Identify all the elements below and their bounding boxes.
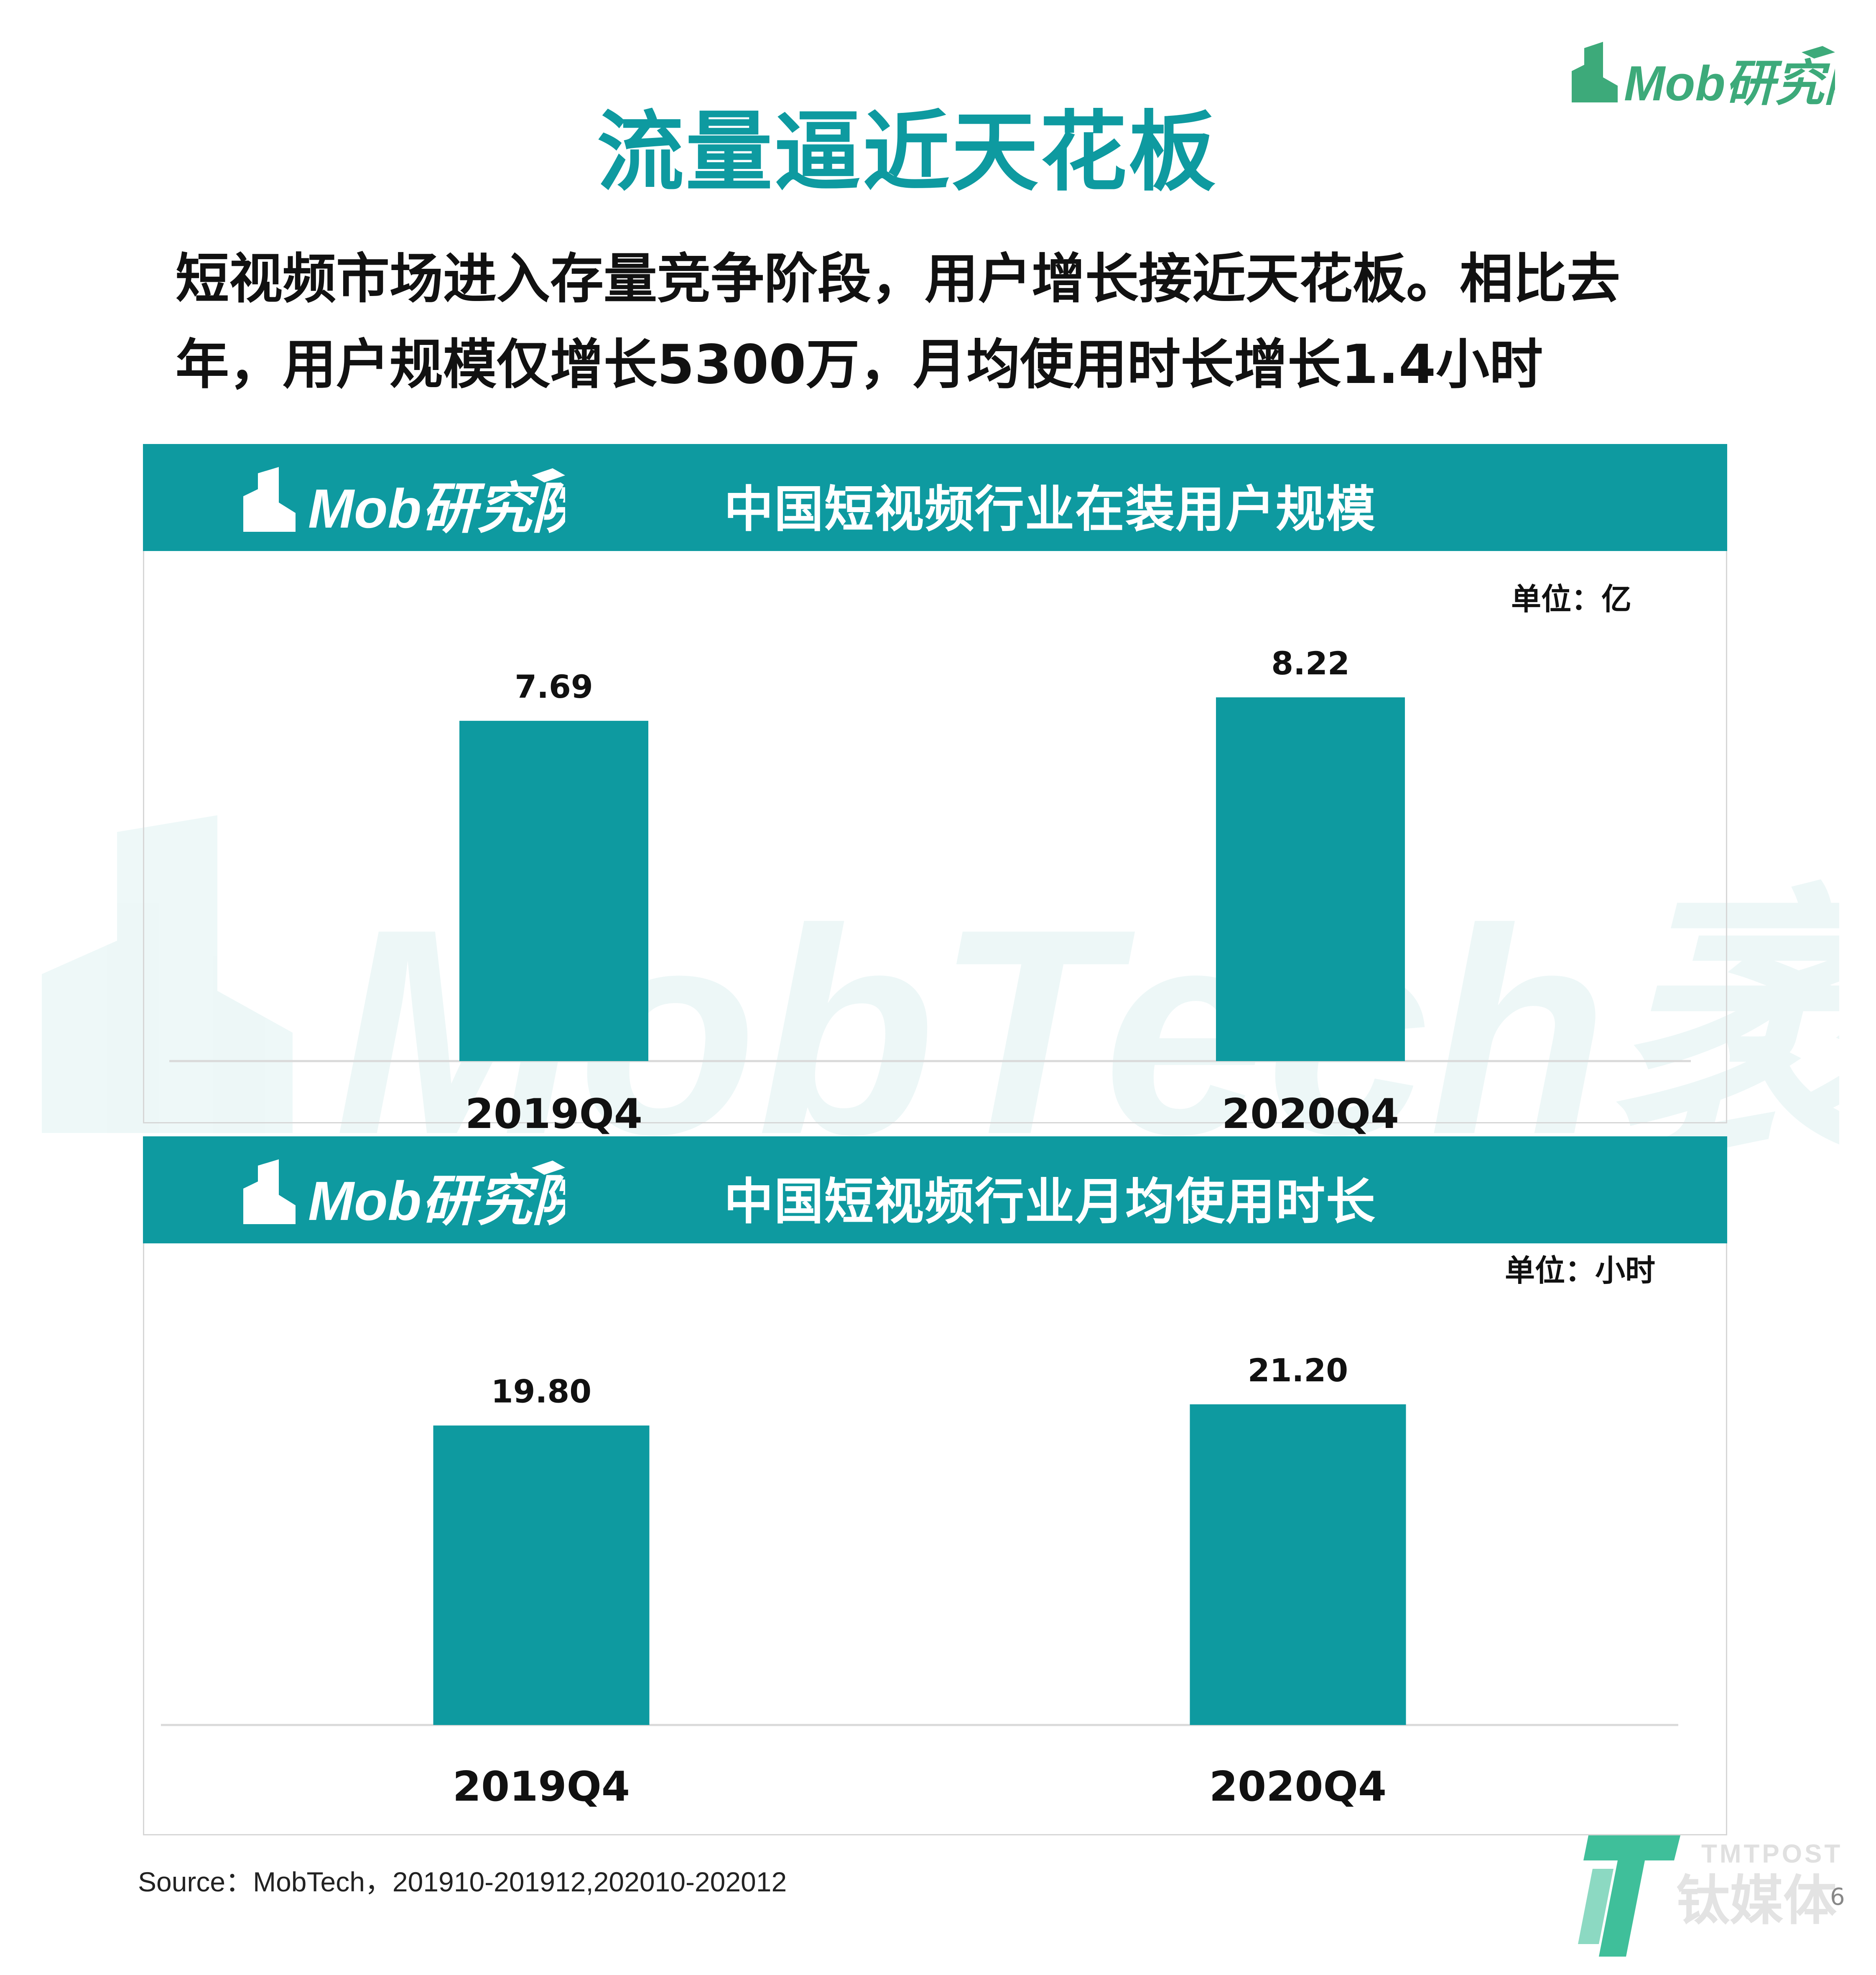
graduation-cap-icon xyxy=(532,1161,565,1175)
graduation-cap-icon xyxy=(1802,46,1835,59)
tmt-brand-cn: 钛媒体 xyxy=(1676,1870,1837,1932)
tmtpost-logo: TMTPOST 钛媒体 xyxy=(1578,1835,1843,1957)
page-title: 流量逼近天花板 xyxy=(597,102,1217,203)
category-label-2019Q4: 2019Q4 xyxy=(453,1763,630,1811)
graduation-cap-icon xyxy=(532,468,565,482)
panel-header: Mob研究院 中国短视频行业在装用户规模 xyxy=(143,444,1727,551)
data-label-2020Q4: 8.22 xyxy=(1271,645,1350,682)
page-subtitle: 短视频市场进入存量竞争阶段，用户增长接近天花板。相比去年，用户规模仅增长5300… xyxy=(176,248,1621,396)
panel-logo-text: Mob研究院 xyxy=(308,1170,565,1232)
tmt-brand-en: TMTPOST xyxy=(1701,1840,1843,1868)
unit-label: 单位：亿 xyxy=(1511,582,1631,617)
category-label-2019Q4: 2019Q4 xyxy=(465,1090,642,1138)
source-note: Source：MobTech，201910-201912,202010-2020… xyxy=(138,1866,787,1897)
panel-user-scale: Mob研究院 中国短视频行业在装用户规模 单位：亿 7.69 2019Q4 8.22… xyxy=(143,444,1727,1138)
panel-header: Mob研究院 中国短视频行业月均使用时长 xyxy=(143,1136,1727,1243)
panel-logo: Mob研究院 xyxy=(243,1159,565,1232)
unit-label: 单位：小时 xyxy=(1505,1253,1655,1288)
bar-2019Q4 xyxy=(459,721,648,1061)
building-icon xyxy=(243,467,296,532)
category-label-2020Q4: 2020Q4 xyxy=(1209,1763,1387,1811)
bar-chart-user-scale: 单位：亿 7.69 2019Q4 8.22 2020Q4 xyxy=(169,582,1691,1138)
panel-logo: Mob研究院 xyxy=(243,467,565,539)
building-icon xyxy=(1572,42,1618,102)
page-number: 6 xyxy=(1830,1883,1845,1911)
panel-logo-text: Mob研究院 xyxy=(308,478,565,539)
data-label-2020Q4: 21.20 xyxy=(1248,1352,1348,1389)
bar-2020Q4 xyxy=(1190,1404,1406,1725)
logo-text: Mob研究院 xyxy=(1624,56,1835,111)
bar-2019Q4 xyxy=(433,1425,650,1725)
category-label-2020Q4: 2020Q4 xyxy=(1222,1090,1399,1138)
mob-research-logo: Mob研究院 xyxy=(1572,42,1835,111)
building-icon xyxy=(243,1159,296,1224)
tmt-t-icon xyxy=(1578,1835,1680,1957)
data-label-2019Q4: 19.80 xyxy=(491,1373,591,1410)
panel-monthly-duration: Mob研究院 中国短视频行业月均使用时长 单位：小时 19.80 2019Q4 21… xyxy=(143,1136,1727,1835)
data-label-2019Q4: 7.69 xyxy=(515,668,593,705)
bar-2020Q4 xyxy=(1216,697,1405,1061)
chart-title: 中国短视频行业月均使用时长 xyxy=(724,1173,1376,1230)
chart-title: 中国短视频行业在装用户规模 xyxy=(724,480,1376,538)
bar-chart-monthly-duration: 单位：小时 19.80 2019Q4 21.20 2020Q4 xyxy=(161,1253,1678,1811)
